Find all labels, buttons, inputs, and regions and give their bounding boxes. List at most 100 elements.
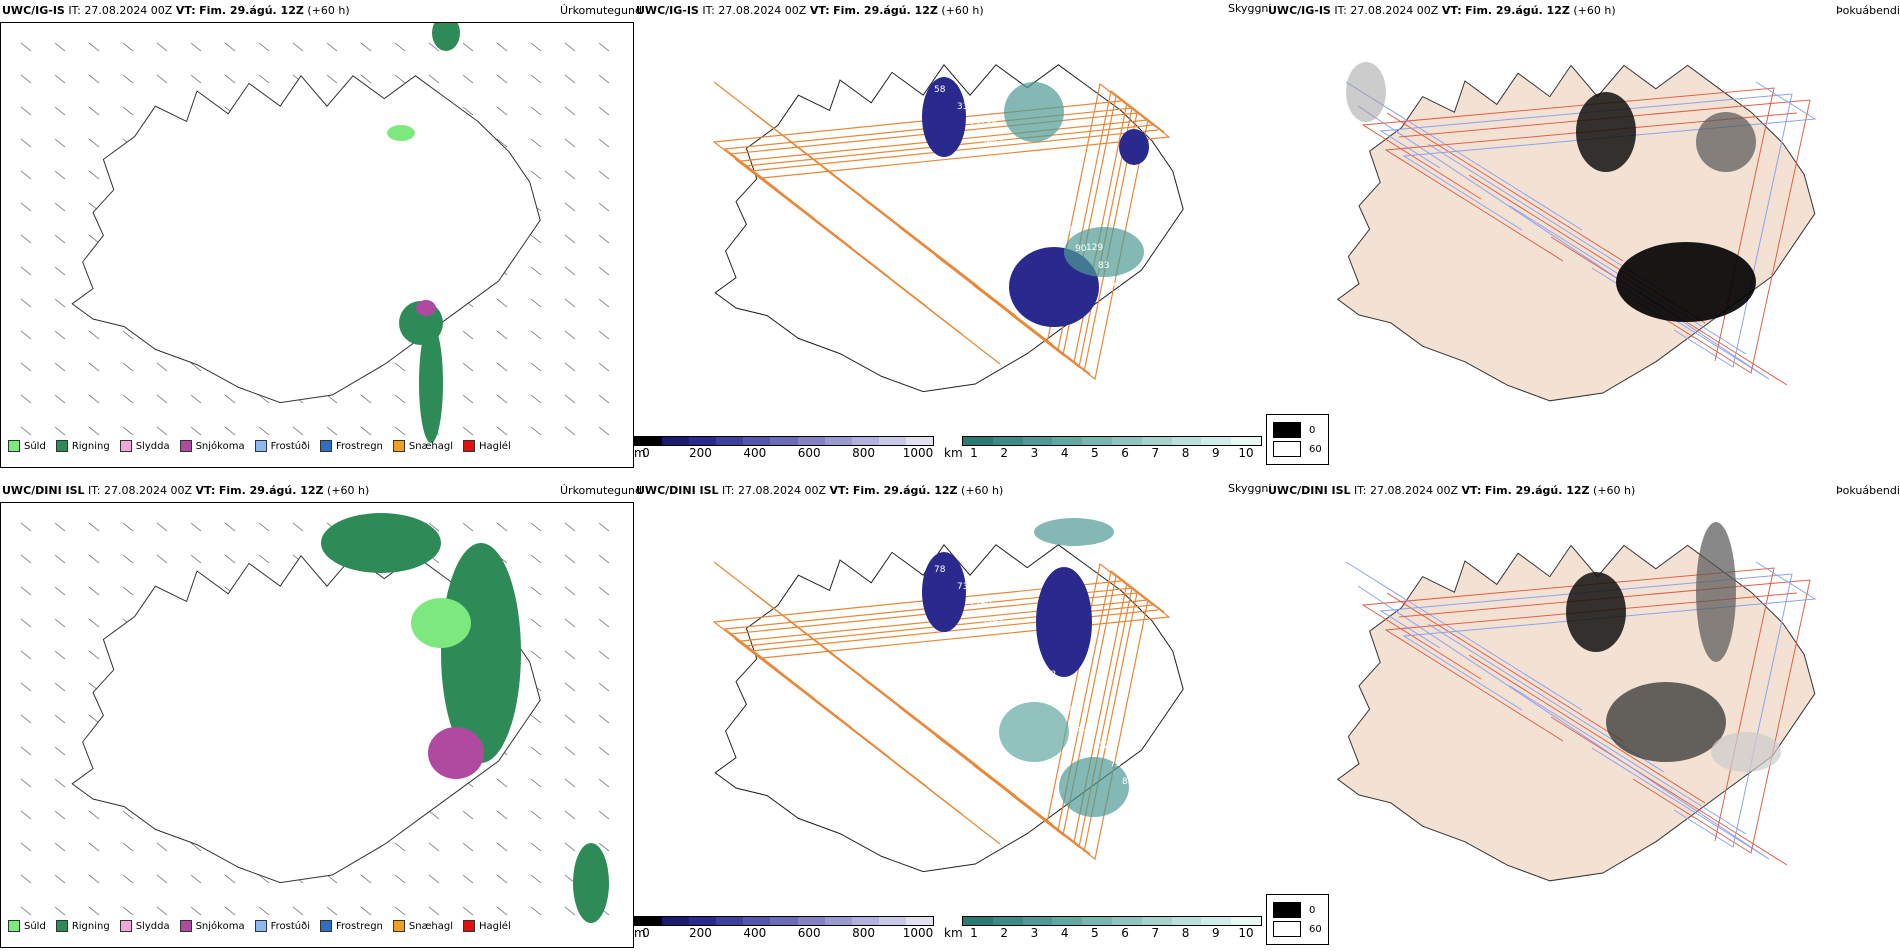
wind-barb [598,74,610,84]
wind-barb [156,906,168,916]
wind-barb [462,426,474,436]
precip-snow-area [428,727,484,779]
wind-barb [258,426,270,436]
wind-barb [224,42,236,52]
fog-legend-item: 60 [1273,441,1322,457]
legend-swatch [320,440,332,452]
colorbar-segment [716,917,744,925]
low-visibility-area [1059,757,1129,817]
visibility-value-label: 35 [1133,776,1144,786]
wind-barb [258,74,270,84]
wind-barb [360,426,372,436]
wind-barb [156,554,168,564]
visibility-value-label: 83 [1098,261,1109,271]
wind-barb [564,74,576,84]
wind-barb [598,810,610,820]
visibility-value-label: 20 [980,599,992,609]
colorbar-segment [1231,437,1261,445]
wind-barb [258,394,270,404]
precip-type-panel: UWC/DINI ISL IT: 27.08.2024 00Z VT: Fim.… [0,480,642,948]
fog-map [1266,502,1900,942]
legend-label: Haglél [479,440,511,452]
precip-rain-area [321,513,441,573]
visibility-value-label: 112 [1016,653,1033,663]
wind-barb [156,74,168,84]
colorbar-tick: 400 [743,446,767,460]
panel-title: UWC/IG-IS IT: 27.08.2024 00Z VT: Fim. 29… [2,4,350,17]
visibility-value-label: 75 [1110,759,1121,769]
wind-barb [564,106,576,116]
wind-barb [20,330,32,340]
legend-label: Haglél [479,920,511,932]
colorbar-segment [1141,437,1172,445]
wind-barb [598,330,610,340]
colorbar-segment [1022,437,1053,445]
visibility-panel: UWC/IG-IS IT: 27.08.2024 00Z VT: Fim. 29… [634,0,1329,465]
wind-barb [292,426,304,436]
panel-title: UWC/IG-IS IT: 27.08.2024 00Z VT: Fim. 29… [1268,4,1616,17]
wind-barb [564,426,576,436]
visibility-value-label: 108 [1051,688,1068,698]
wind-barb [20,42,32,52]
wind-barb [20,746,32,756]
panel-label: Þokuábendi [1836,484,1900,497]
wind-barb [564,394,576,404]
colorbar-tick: 0 [642,926,650,940]
precip-snow-area [416,300,436,316]
wind-barb [462,42,474,52]
wind-barb [88,330,100,340]
wind-barb [88,394,100,404]
wind-barb [326,906,338,916]
wind-barb [224,906,236,916]
wind-barb [598,778,610,788]
legend-label: Frostúði [270,920,310,932]
wind-barb [598,586,610,596]
fog-area [1696,522,1736,662]
visibility-colorbar: 1 2 3 4 5 6 7 8 9 10 km [944,436,1262,460]
ceiling-colorbar: 0 200 400 600 800 1000 m [634,916,934,940]
iceland-outline [71,74,541,404]
visibility-value-label: 45 [992,137,1003,147]
visibility-value-label: 30 [1004,155,1016,165]
wind-barb [598,138,610,148]
wind-barb [224,874,236,884]
colorbar-segment [963,437,993,445]
wind-barb [598,714,610,724]
wind-barb [88,42,100,52]
colorbar-tick: 4 [1060,446,1069,460]
fog-area [1346,62,1386,122]
wind-barb [54,618,66,628]
panel-label: Skyggni [1228,482,1272,495]
colorbar-tick: 8 [1181,446,1190,460]
precip-type-panel: UWC/IG-IS IT: 27.08.2024 00Z VT: Fim. 29… [0,0,642,468]
wind-barb [122,362,134,372]
precip-map [0,15,634,468]
colorbar-segment [662,437,690,445]
wind-barb [122,554,134,564]
fog-legend-label: 0 [1309,424,1316,436]
colorbar-segment [878,437,906,445]
legend-label: Snjókoma [195,920,245,932]
visibility-map: 58 56 66 90 42 12 61 39 55 33 30 70 83 82 45 20 129 139 13… [634,22,1266,434]
wind-barb [564,234,576,244]
wind-barb [88,842,100,852]
wind-barb [224,554,236,564]
wind-barb [122,874,134,884]
wind-barb [564,714,576,724]
colorbar-segment [1171,917,1202,925]
river-line [1509,685,1747,835]
colorbar-segment [662,917,690,925]
wind-barb [564,810,576,820]
visibility-value-label: 70 [1051,208,1063,218]
wind-barb [564,522,576,532]
wind-barb [190,842,202,852]
wind-barb [530,426,542,436]
wind-barb [292,522,304,532]
visibility-colorbar: 1 2 3 4 5 6 7 8 9 10 km [944,916,1262,940]
wind-barb [496,298,508,308]
colorbar-tick: 6 [1121,446,1129,460]
wind-barb [54,362,66,372]
wind-barb [598,394,610,404]
fog-legend-swatch [1273,902,1301,918]
river-line [1402,81,1817,231]
